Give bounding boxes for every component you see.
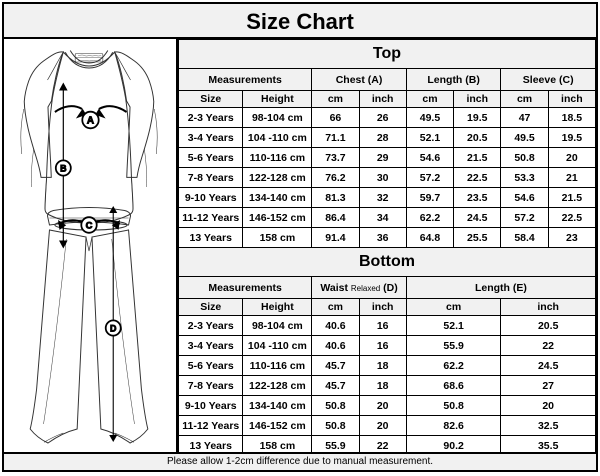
svg-text:B: B (60, 163, 67, 173)
svg-text:C: C (86, 220, 93, 231)
svg-text:D: D (110, 323, 117, 333)
svg-text:A: A (87, 115, 94, 126)
